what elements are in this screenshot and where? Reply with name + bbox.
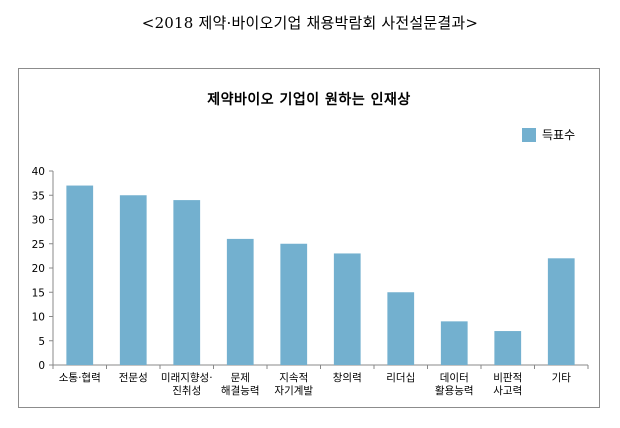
bar	[547, 258, 575, 365]
bar	[440, 321, 468, 365]
x-tick-label: 문제	[231, 372, 250, 384]
bar	[226, 238, 254, 365]
x-tick-label: 비판적	[493, 372, 522, 384]
x-tick-label: 진취성	[172, 385, 201, 397]
y-tick-label: 30	[32, 215, 45, 227]
bar	[494, 331, 522, 365]
chart-title: 제약바이오 기업이 원하는 인재상	[207, 92, 411, 108]
x-tick-label: 전문성	[119, 372, 148, 384]
chart-frame: 제약바이오 기업이 원하는 인재상 득표수 0 5 10 15 20 25 30 35 40 소통…	[18, 68, 600, 408]
x-tick-label: 리더십	[386, 372, 415, 384]
bar	[66, 185, 94, 365]
bar	[387, 292, 415, 365]
legend-label: 득표수	[542, 128, 576, 142]
x-tick-label: 사고력	[493, 385, 522, 397]
bar	[173, 200, 201, 365]
bar	[280, 243, 308, 365]
y-tick-label: 0	[38, 360, 45, 372]
y-tick-label: 15	[32, 287, 45, 299]
x-tick-label: 기타	[552, 372, 572, 384]
x-tick-label: 자기계발	[274, 385, 313, 397]
legend-swatch	[522, 127, 536, 142]
y-tick-label: 10	[32, 312, 45, 324]
x-tick-label: 지속적	[279, 372, 308, 384]
y-tick-label: 25	[32, 239, 45, 251]
y-tick-label: 20	[32, 263, 45, 275]
x-tick-label: 해결능력	[221, 384, 260, 397]
page-title: <2018 제약·바이오기업 채용박람회 사전설문결과>	[141, 14, 479, 32]
bar	[333, 253, 361, 365]
x-tick-label: 창의력	[333, 372, 362, 384]
y-tick-label: 5	[38, 336, 45, 348]
x-tick-label: 활용능력	[435, 384, 474, 397]
bar	[119, 195, 147, 365]
y-tick-label: 40	[32, 166, 45, 178]
x-tick-label: 데이터	[440, 372, 469, 384]
y-tick-label: 35	[32, 190, 45, 202]
x-tick-label: 미래지향성·	[161, 372, 213, 384]
x-tick-label: 소통·협력	[59, 371, 101, 384]
legend: 득표수	[522, 126, 575, 143]
